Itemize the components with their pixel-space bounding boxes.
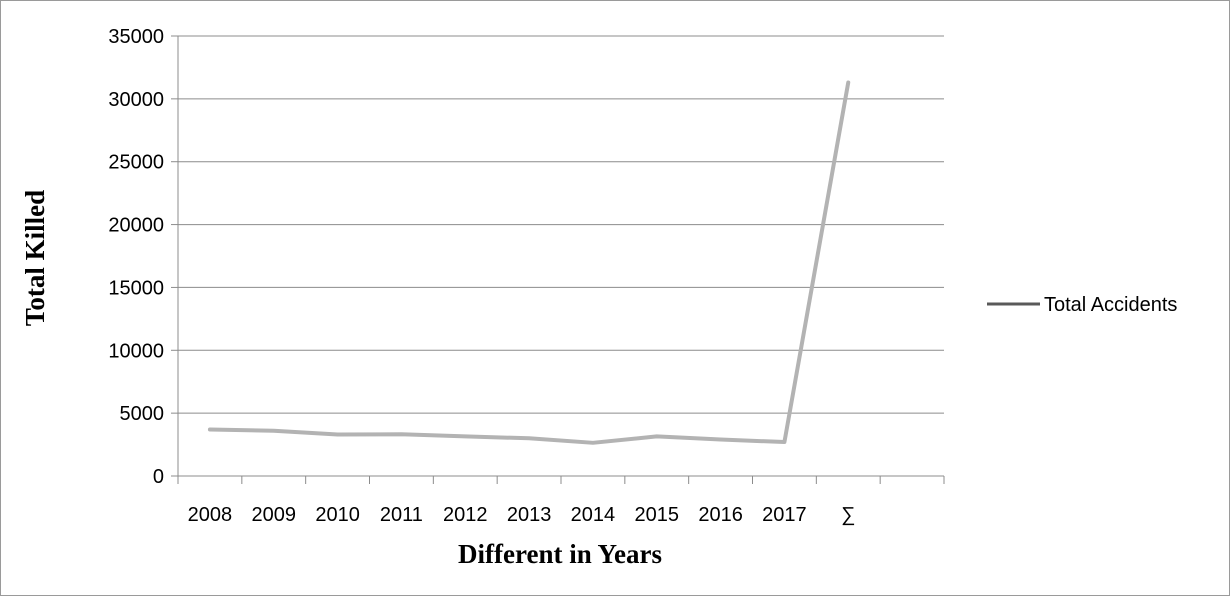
x-tick-labels: 2008 2009 2010 2011 2012 2013 2014 2015 2016 2017… [188, 504, 856, 526]
y-tick-label: 5000 [120, 403, 165, 425]
legend-label-total-accidents: Total Accidents [1044, 294, 1177, 316]
gridlines [178, 35, 944, 414]
y-tick-label: 20000 [108, 215, 164, 237]
series-line-total-accidents [207, 80, 851, 445]
x-tick-label: 2014 [571, 504, 616, 526]
y-tick-label: 35000 [108, 26, 164, 48]
y-tick-label: 15000 [108, 277, 164, 299]
x-axis-title: Different in Years [458, 539, 662, 569]
axes [171, 35, 945, 484]
legend: Total Accidents [987, 294, 1177, 316]
series-lines [207, 80, 851, 445]
x-tick-label: 2016 [698, 504, 743, 526]
y-axis-title: Total Killed [20, 190, 50, 326]
x-tick-label: 2009 [252, 504, 297, 526]
y-tick-label: 10000 [108, 340, 164, 362]
y-tick-label: 0 [153, 466, 164, 488]
x-tick-label: 2012 [443, 504, 488, 526]
y-tick-label: 25000 [108, 152, 164, 174]
x-tick-label: 2008 [188, 504, 233, 526]
y-tick-labels: 0 5000 10000 15000 20000 25000 30000 35000 [108, 26, 164, 488]
x-tick-label: 2017 [762, 504, 807, 526]
y-tick-label: 30000 [108, 89, 164, 111]
x-tick-label: ∑ [841, 504, 855, 526]
x-tick-label: 2013 [507, 504, 552, 526]
x-tick-label: 2011 [380, 504, 423, 526]
x-tick-label: 2015 [635, 504, 680, 526]
x-tick-label: 2010 [315, 504, 360, 526]
